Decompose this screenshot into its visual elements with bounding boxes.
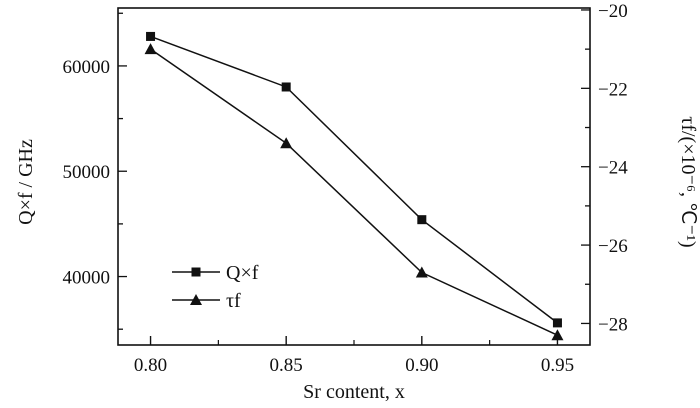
y-right-tick-label: −28 (598, 314, 628, 335)
series-line-1 (150, 35, 558, 324)
legend-marker (191, 267, 201, 277)
data-point-series-1 (281, 82, 291, 92)
x-tick-label: 0.85 (270, 355, 303, 376)
y-right-tick-label: −22 (598, 79, 628, 100)
data-point-series-1 (417, 215, 427, 225)
data-point-series-1 (552, 318, 562, 328)
series-layer (144, 31, 564, 341)
x-tick-label: 0.80 (134, 355, 167, 376)
y-right-tick-label: −24 (598, 158, 628, 179)
data-point-series-1 (146, 31, 156, 41)
legend: Q×f τf (172, 262, 259, 312)
y-right-tick-label: −20 (598, 1, 628, 22)
x-axis-title: Sr content, x (303, 381, 405, 403)
legend-label: Q×f (226, 262, 259, 284)
y-left-tick-label: 50000 (63, 162, 111, 183)
y-axis-left-title: Q×f / GHz (15, 139, 37, 225)
y-right-tick-label: −26 (598, 236, 628, 257)
y-axis-right-title: τf/(×10⁻⁶, ℃⁻¹) (677, 116, 699, 247)
y-left-tick-label: 60000 (63, 57, 111, 78)
axes: 0.80 0.85 0.90 0.95 40000 50000 60000 −20 −22 −24… (63, 1, 629, 376)
series-line-2 (150, 48, 558, 336)
x-tick-label: 0.95 (541, 355, 574, 376)
data-point-series-2 (415, 266, 428, 278)
data-point-series-2 (144, 43, 157, 55)
data-point-series-2 (280, 137, 293, 149)
y-left-tick-label: 40000 (63, 268, 111, 289)
legend-marker (190, 294, 202, 305)
legend-label: τf (226, 290, 241, 312)
data-point-series-2 (551, 329, 564, 341)
x-tick-label: 0.90 (405, 355, 438, 376)
